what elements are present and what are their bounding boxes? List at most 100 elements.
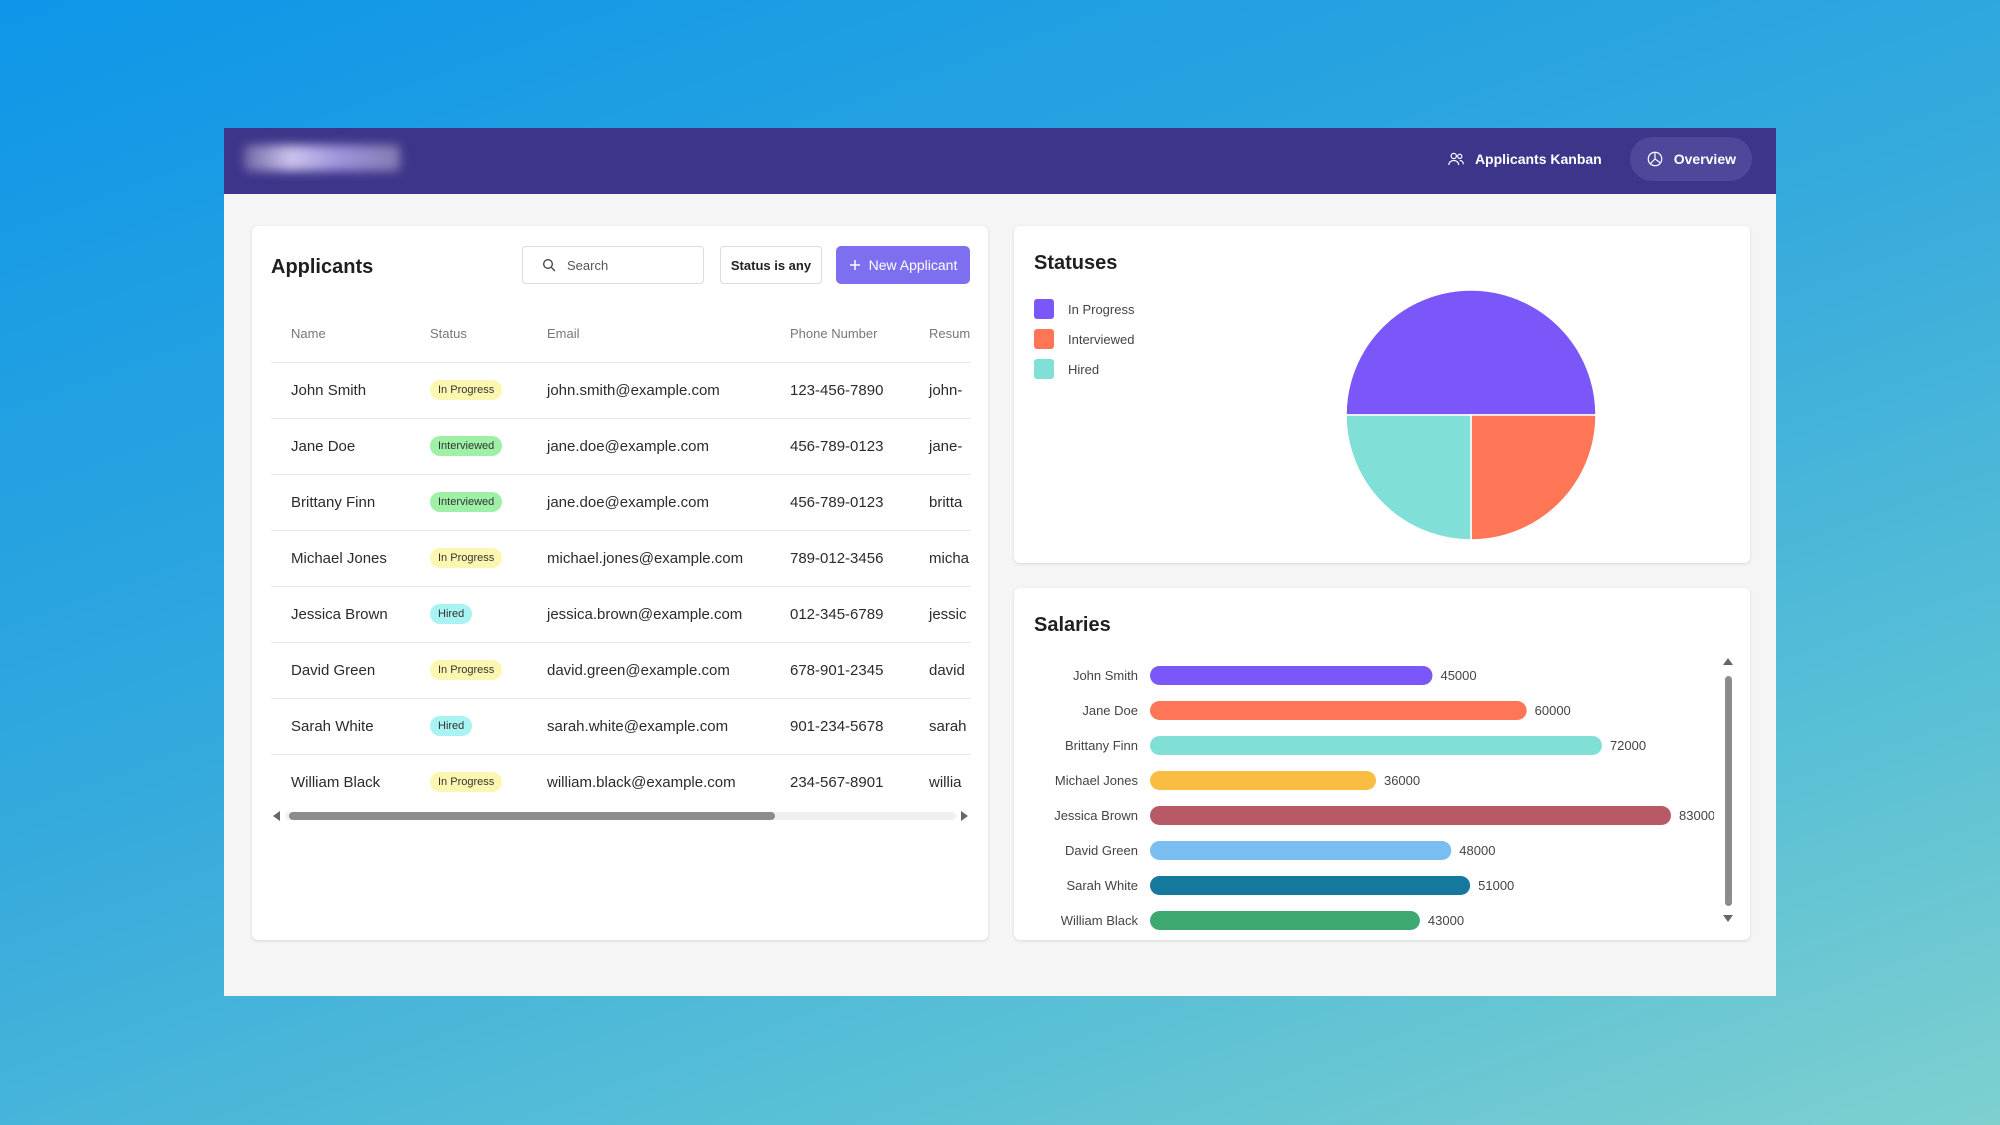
cell-email: jane.doe@example.com xyxy=(527,474,770,531)
cell-phone: 678-901-2345 xyxy=(770,642,909,699)
cell-resume: jane- xyxy=(909,418,970,475)
bar-category-label: Jessica Brown xyxy=(1054,808,1138,823)
bar-category-label: Michael Jones xyxy=(1055,773,1139,788)
cell-phone: 234-567-8901 xyxy=(790,773,884,791)
table-body: John Smith In Progress john.smith@example.… xyxy=(271,362,970,810)
nav-overview-label: Overview xyxy=(1673,151,1736,167)
cell-resume: david xyxy=(909,642,970,699)
table-row[interactable]: William Black In Progress william.black@ex… xyxy=(271,754,970,810)
bar-value-label: 60000 xyxy=(1535,703,1571,718)
cell-email: john.smith@example.com xyxy=(527,362,770,419)
cell-phone: 901-234-5678 xyxy=(770,698,909,755)
table-row[interactable]: John Smith In Progress john.smith@example.… xyxy=(271,362,970,419)
pie-slice-hired[interactable] xyxy=(1345,414,1472,541)
bar-category-label: John Smith xyxy=(1073,668,1138,683)
vertical-scrollbar-thumb[interactable] xyxy=(1725,676,1732,906)
status-badge: In Progress xyxy=(430,548,503,568)
nav-applicants-kanban[interactable]: Applicants Kanban xyxy=(1431,137,1618,181)
salaries-card: Salaries John Smith 45000 Jane Doe 60000 Bri… xyxy=(1014,588,1750,940)
cell-email: david.green@example.com xyxy=(527,642,770,699)
cell-phone: 012-345-6789 xyxy=(770,586,909,643)
table-row[interactable]: David Green In Progress david.green@exampl… xyxy=(271,642,970,699)
cell-name: Brittany Finn xyxy=(271,474,410,531)
cell-phone: 456-789-0123 xyxy=(770,418,909,475)
statuses-pie-chart xyxy=(1345,289,1597,541)
scroll-down-icon[interactable] xyxy=(1723,915,1733,922)
pie-slice-interviewed[interactable] xyxy=(1470,414,1597,541)
legend-item[interactable]: Hired xyxy=(1034,354,1134,384)
horizontal-scrollbar[interactable] xyxy=(271,808,970,822)
column-header-phone[interactable]: Phone Number xyxy=(770,306,909,363)
statuses-card: Statuses In Progress Interviewed Hired xyxy=(1014,226,1750,563)
cell-status: In Progress xyxy=(410,642,527,699)
applicants-table: Name Status Email Phone Number Resume Jo… xyxy=(271,306,970,810)
cell-phone: 123-456-7890 xyxy=(770,362,909,419)
pie-slice-in-progress[interactable] xyxy=(1345,289,1597,416)
salary-bar[interactable] xyxy=(1150,666,1433,685)
bar-value-label: 36000 xyxy=(1384,773,1420,788)
cell-email: michael.jones@example.com xyxy=(527,530,770,587)
bar-category-label: Sarah White xyxy=(1066,878,1138,893)
statuses-title: Statuses xyxy=(1034,252,1118,274)
legend-swatch xyxy=(1034,299,1054,319)
statuses-legend: In Progress Interviewed Hired xyxy=(1034,294,1134,384)
nav-overview[interactable]: Overview xyxy=(1629,137,1752,181)
cell-resume: britta xyxy=(909,474,970,531)
legend-label: Interviewed xyxy=(1068,331,1135,347)
top-bar: Applicants Kanban Overview xyxy=(224,128,1776,194)
table-row[interactable]: Jane Doe Interviewed jane.doe@example.com 4… xyxy=(271,418,970,475)
bar-category-label: William Black xyxy=(1061,913,1139,928)
scrollbar-thumb[interactable] xyxy=(289,812,775,820)
legend-item[interactable]: Interviewed xyxy=(1034,324,1134,354)
scroll-up-icon[interactable] xyxy=(1723,658,1733,665)
new-applicant-button[interactable]: New Applicant xyxy=(836,246,970,284)
app-logo xyxy=(244,145,400,171)
nav-applicants-kanban-label: Applicants Kanban xyxy=(1474,151,1602,167)
cell-email: william.black@example.com xyxy=(547,773,736,791)
cell-name: Jane Doe xyxy=(271,418,410,475)
table-row[interactable]: Sarah White Hired sarah.white@example.com 9… xyxy=(271,698,970,755)
salary-bar[interactable] xyxy=(1150,806,1671,825)
search-input[interactable] xyxy=(567,257,687,273)
applicants-title: Applicants xyxy=(271,256,374,278)
cell-resume: micha xyxy=(909,530,970,587)
status-filter-button[interactable]: Status is any xyxy=(720,246,822,284)
salary-bar[interactable] xyxy=(1150,876,1471,895)
legend-label: Hired xyxy=(1068,361,1100,377)
cell-resume: willia xyxy=(929,773,962,791)
cell-resume: john- xyxy=(909,362,970,419)
cell-phone: 789-012-3456 xyxy=(770,530,909,587)
bar-category-label: Brittany Finn xyxy=(1065,738,1138,753)
cell-resume: jessic xyxy=(909,586,970,643)
column-header-name[interactable]: Name xyxy=(271,306,410,363)
pie-chart-icon xyxy=(1647,151,1663,167)
bar-value-label: 51000 xyxy=(1478,878,1514,893)
column-header-resume[interactable]: Resume xyxy=(909,306,970,363)
status-badge: In Progress xyxy=(430,380,503,400)
cell-status: Hired xyxy=(410,698,527,755)
new-applicant-label: New Applicant xyxy=(868,257,958,273)
cell-email: sarah.white@example.com xyxy=(527,698,770,755)
table-row[interactable]: Jessica Brown Hired jessica.brown@example.… xyxy=(271,586,970,643)
scroll-left-icon[interactable] xyxy=(273,811,280,821)
cell-name: Jessica Brown xyxy=(271,586,410,643)
salary-bar[interactable] xyxy=(1150,771,1376,790)
bar-category-label: David Green xyxy=(1065,843,1138,858)
table-row[interactable]: Brittany Finn Interviewed jane.doe@example… xyxy=(271,474,970,531)
search-icon xyxy=(543,259,556,272)
legend-item[interactable]: In Progress xyxy=(1034,294,1134,324)
column-header-email[interactable]: Email xyxy=(527,306,770,363)
salary-bar[interactable] xyxy=(1150,841,1452,860)
salary-bar[interactable] xyxy=(1150,911,1420,930)
cell-status: Interviewed xyxy=(410,474,527,531)
search-box[interactable] xyxy=(522,246,704,284)
cell-status: In Progress xyxy=(410,362,527,419)
scroll-right-icon[interactable] xyxy=(961,811,968,821)
vertical-scrollbar[interactable] xyxy=(1722,658,1734,922)
table-row[interactable]: Michael Jones In Progress michael.jones@ex… xyxy=(271,530,970,587)
salary-bar[interactable] xyxy=(1150,736,1602,755)
column-header-status[interactable]: Status xyxy=(410,306,527,363)
salary-bar[interactable] xyxy=(1150,701,1527,720)
bar-value-label: 48000 xyxy=(1459,843,1495,858)
cell-status: In Progress xyxy=(410,754,527,810)
